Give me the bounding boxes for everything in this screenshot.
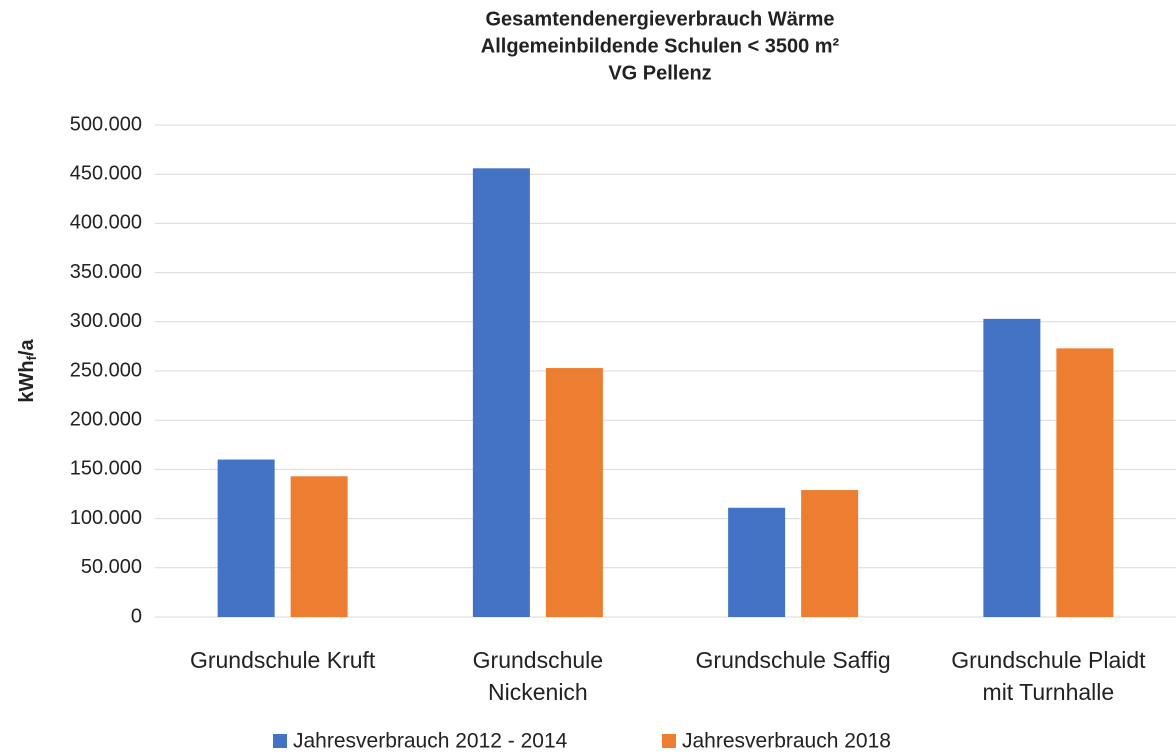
legend-swatch (662, 734, 676, 748)
y-label-part: kWh (16, 360, 38, 402)
bar (217, 459, 275, 617)
legend-label: Jahresverbrauch 2012 - 2014 (293, 730, 568, 753)
bar (472, 168, 530, 617)
chart-title: VG Pellenz (608, 62, 711, 84)
y-tick-label: 200.000 (70, 408, 142, 430)
x-tick-label: Grundschule Nickenich (472, 647, 604, 705)
y-axis-label: kWhf/a (16, 339, 39, 403)
bar (290, 476, 348, 617)
y-tick-label: 0 (131, 605, 142, 627)
x-tick-label: Grundschule Kruft (189, 647, 376, 673)
y-tick-label: 150.000 (70, 458, 142, 480)
y-tick-label: 450.000 (70, 162, 142, 184)
y-tick-label: 250.000 (70, 359, 142, 381)
chart-title: Gesamtendenergieverbrauch Wärme (485, 8, 834, 30)
x-tick-label: Grundschule Saffig (695, 647, 891, 673)
y-tick-label: 300.000 (70, 310, 142, 332)
y-tick-label: 350.000 (70, 261, 142, 283)
y-tick-label: 400.000 (70, 212, 142, 234)
bar (1056, 348, 1114, 617)
legend-swatch (273, 734, 287, 748)
chart-title: Allgemeinbildende Schulen < 3500 m² (481, 35, 840, 57)
y-label-subscript: f (24, 355, 39, 360)
bar (545, 368, 603, 617)
y-tick-label: 50.000 (81, 556, 142, 578)
bar (983, 318, 1041, 617)
x-tick-label: Grundschule Plaidt mit Turnhalle (951, 647, 1146, 705)
bar (801, 490, 859, 617)
legend-label: Jahresverbrauch 2018 (682, 730, 891, 753)
y-tick-label: 500.000 (70, 113, 142, 135)
bar (728, 507, 786, 617)
y-label-part: /a (16, 339, 38, 357)
y-tick-label: 100.000 (70, 507, 142, 529)
